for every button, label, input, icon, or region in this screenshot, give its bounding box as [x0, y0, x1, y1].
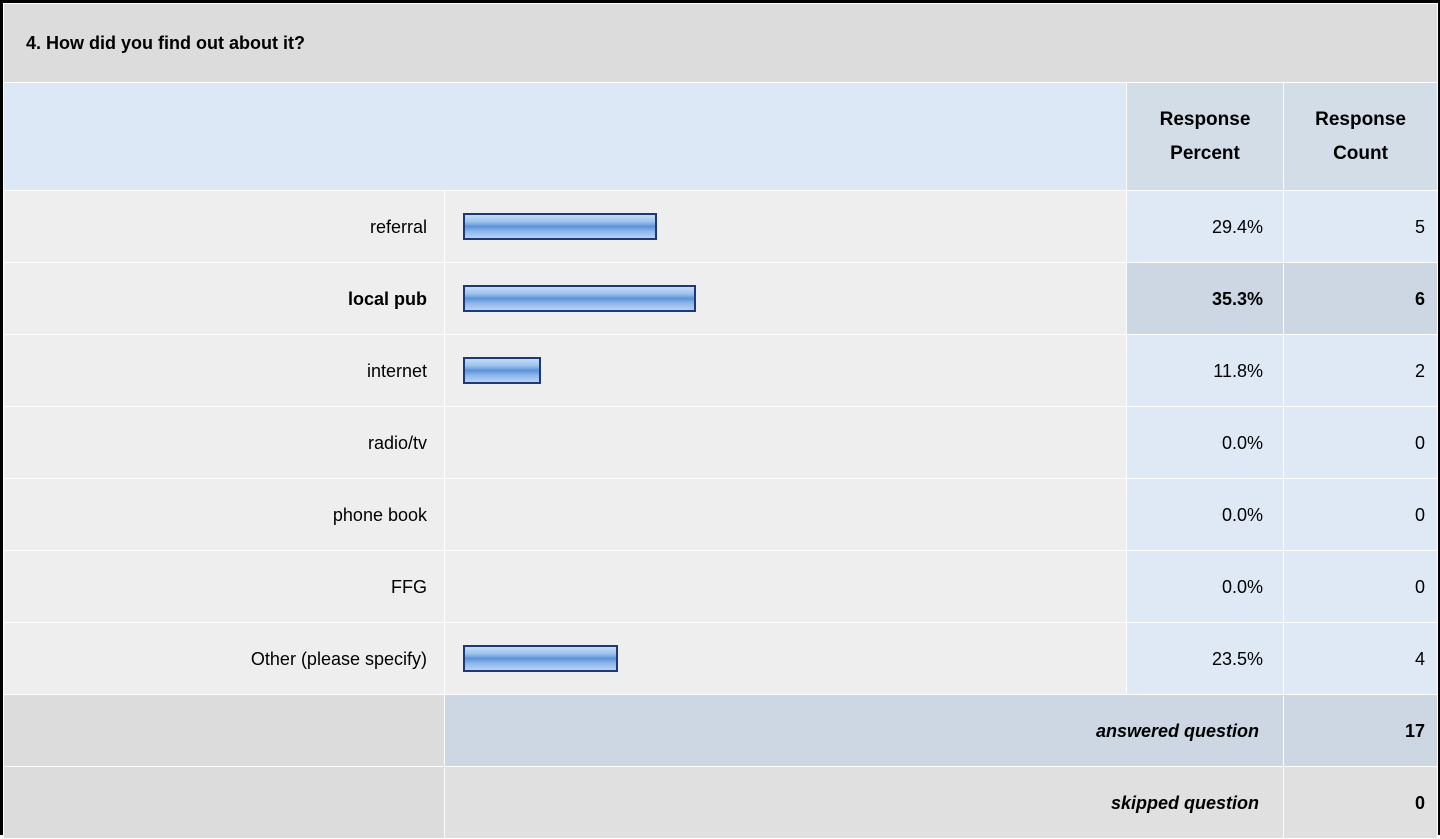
- answer-bar: [463, 357, 541, 384]
- skipped-question-label: skipped question: [444, 766, 1284, 839]
- answer-label: radio/tv: [3, 406, 445, 479]
- answer-label: referral: [3, 190, 445, 263]
- response-percent: 11.8%: [1126, 334, 1284, 407]
- answer-label: FFG: [3, 550, 445, 623]
- answer-label: phone book: [3, 478, 445, 551]
- response-count-header-line1: Response: [1315, 108, 1406, 130]
- answer-row: referral 29.4% 5: [3, 190, 1439, 263]
- survey-results-table: 4. How did you find out about it? Respon…: [2, 3, 1439, 839]
- response-percent: 29.4%: [1126, 190, 1284, 263]
- response-count: 5: [1282, 190, 1439, 263]
- response-percent: 35.3%: [1126, 262, 1284, 335]
- answered-question-label: answered question: [444, 694, 1284, 767]
- answer-bar-cell: [444, 478, 1127, 551]
- response-percent-header-line2: Percent: [1170, 142, 1240, 164]
- answer-bar: [463, 285, 696, 312]
- answer-row: FFG 0.0% 0: [3, 550, 1439, 623]
- question-title: 4. How did you find out about it?: [2, 3, 1439, 83]
- answer-bar-cell: [444, 262, 1127, 335]
- answer-bar-cell: [444, 190, 1127, 263]
- response-count: 0: [1282, 406, 1439, 479]
- answer-bar-cell: [444, 334, 1127, 407]
- answered-question-value: 17: [1282, 694, 1439, 767]
- answer-bar: [463, 213, 657, 240]
- answer-row: internet 11.8% 2: [3, 334, 1439, 407]
- answer-row: radio/tv 0.0% 0: [3, 406, 1439, 479]
- response-count: 2: [1282, 334, 1439, 407]
- response-percent: 0.0%: [1126, 406, 1284, 479]
- response-percent: 23.5%: [1126, 622, 1284, 695]
- answer-label: Other (please specify): [3, 622, 445, 695]
- answer-row: Other (please specify) 23.5% 4: [3, 622, 1439, 695]
- response-percent-header: Response Percent: [1126, 82, 1284, 191]
- answer-bar-cell: [444, 406, 1127, 479]
- footer-blank: [3, 694, 445, 767]
- header-spacer: [3, 82, 1127, 191]
- answer-row: local pub 35.3% 6: [3, 262, 1439, 335]
- response-count-header-line2: Count: [1333, 142, 1388, 164]
- response-count: 6: [1282, 262, 1439, 335]
- response-percent: 0.0%: [1126, 478, 1284, 551]
- skipped-question-value: 0: [1282, 766, 1439, 839]
- answer-bar: [463, 645, 618, 672]
- answer-label: local pub: [3, 262, 445, 335]
- answer-bar-cell: [444, 622, 1127, 695]
- response-count-header: Response Count: [1282, 82, 1439, 191]
- footer-blank: [3, 766, 445, 839]
- response-count: 0: [1282, 550, 1439, 623]
- response-count: 0: [1282, 478, 1439, 551]
- response-percent: 0.0%: [1126, 550, 1284, 623]
- response-count: 4: [1282, 622, 1439, 695]
- answer-bar-cell: [444, 550, 1127, 623]
- response-percent-header-line1: Response: [1159, 108, 1251, 130]
- answer-label: internet: [3, 334, 445, 407]
- answer-row: phone book 0.0% 0: [3, 478, 1439, 551]
